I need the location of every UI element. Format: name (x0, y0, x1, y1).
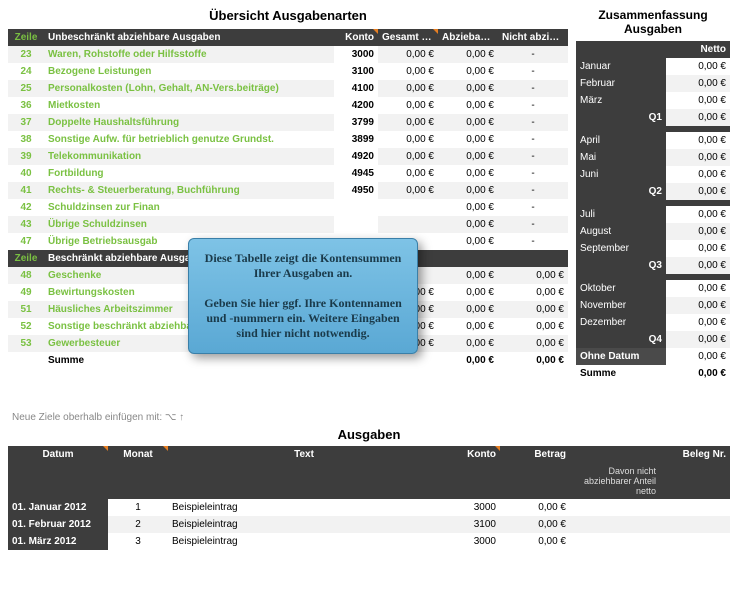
table-row[interactable]: 43Übrige Schuldzinsen0,00 €- (8, 216, 568, 233)
summary-row: Q30,00 € (576, 257, 730, 274)
table-row[interactable]: 38Sonstige Aufw. für betrieblich genutze… (8, 131, 568, 148)
table-row[interactable]: 36Mietkosten42000,00 €0,00 €- (8, 97, 568, 114)
summary-header: Netto (576, 41, 730, 58)
ausgaben-row[interactable]: 01. Januar 20121Beispieleintrag30000,00 … (8, 499, 730, 516)
table-row[interactable]: 40Fortbildung49450,00 €0,00 €- (8, 165, 568, 182)
hdr-gesamt: Gesamt Betrag (378, 29, 438, 46)
help-tooltip: Diese Tabelle zeigt die Kontensummen Ihr… (188, 238, 418, 354)
ausgaben-row[interactable]: 01. März 20123Beispieleintrag30000,00 € (8, 533, 730, 550)
summary-row: Mai0,00 € (576, 149, 730, 166)
summary-row: Juli0,00 € (576, 206, 730, 223)
hdr-desc: Unbeschränkt abziehbare Ausgaben (44, 29, 334, 46)
summary-row: Q20,00 € (576, 183, 730, 200)
ausgaben-row[interactable]: 01. Februar 20122Beispieleintrag31000,00… (8, 516, 730, 533)
summary-row: Oktober0,00 € (576, 280, 730, 297)
ausgaben-title: Ausgaben (8, 427, 730, 442)
summary-table: Netto Januar0,00 €Februar0,00 €März0,00 … (576, 41, 730, 382)
hdr-nicht: Nicht abziehbar Betrag (498, 29, 568, 46)
table-row[interactable]: 41Rechts- & Steuerberatung, Buchführung4… (8, 182, 568, 199)
summary-row: August0,00 € (576, 223, 730, 240)
left-title: Übersicht Ausgabenarten (8, 8, 568, 23)
table-header-row: Zeile Unbeschränkt abziehbare Ausgaben K… (8, 29, 568, 46)
summary-row: Januar0,00 € (576, 58, 730, 75)
ausgaben-header: Datum Monat Text Konto Betrag Beleg Nr. (8, 446, 730, 463)
summe-final-row: Summe 0,00 € (576, 365, 730, 382)
table-row[interactable]: 25Personalkosten (Lohn, Gehalt, AN-Vers.… (8, 80, 568, 97)
summary-row: März0,00 € (576, 92, 730, 109)
ausgaben-subheader: Davon nicht abziehbarer Anteil netto (8, 463, 730, 499)
table-row[interactable]: 42Schuldzinsen zur Finan0,00 €- (8, 199, 568, 216)
sum-row: Summe 0,00 € 0,00 € (8, 352, 568, 369)
right-title: ZusammenfassungAusgaben (576, 8, 730, 37)
ausgaben-table: Datum Monat Text Konto Betrag Beleg Nr. … (8, 446, 730, 550)
insert-hint: Neue Ziele oberhalb einfügen mit: ⌥ ↑ (12, 412, 730, 423)
table-row[interactable]: 37Doppelte Haushaltsführung37990,00 €0,0… (8, 114, 568, 131)
table-row[interactable]: 24Bezogene Leistungen31000,00 €0,00 €- (8, 63, 568, 80)
summary-row: September0,00 € (576, 240, 730, 257)
table-row[interactable]: 23Waren, Rohstoffe oder Hilfsstoffe30000… (8, 46, 568, 63)
summary-row: Q40,00 € (576, 331, 730, 348)
summary-row: Dezember0,00 € (576, 314, 730, 331)
summary-row: April0,00 € (576, 132, 730, 149)
hdr-zeile: Zeile (8, 29, 44, 46)
summary-row: November0,00 € (576, 297, 730, 314)
summary-row: Februar0,00 € (576, 75, 730, 92)
table-row[interactable]: 39Telekommunikation49200,00 €0,00 €- (8, 148, 568, 165)
hdr-abzieb: Abziebar Betrag (438, 29, 498, 46)
hdr-konto: Konto (334, 29, 378, 46)
summary-panel: ZusammenfassungAusgaben Netto Januar0,00… (576, 8, 730, 382)
summary-row: Juni0,00 € (576, 166, 730, 183)
ohne-datum-row: Ohne Datum 0,00 € (576, 348, 730, 365)
summary-row: Q10,00 € (576, 109, 730, 126)
